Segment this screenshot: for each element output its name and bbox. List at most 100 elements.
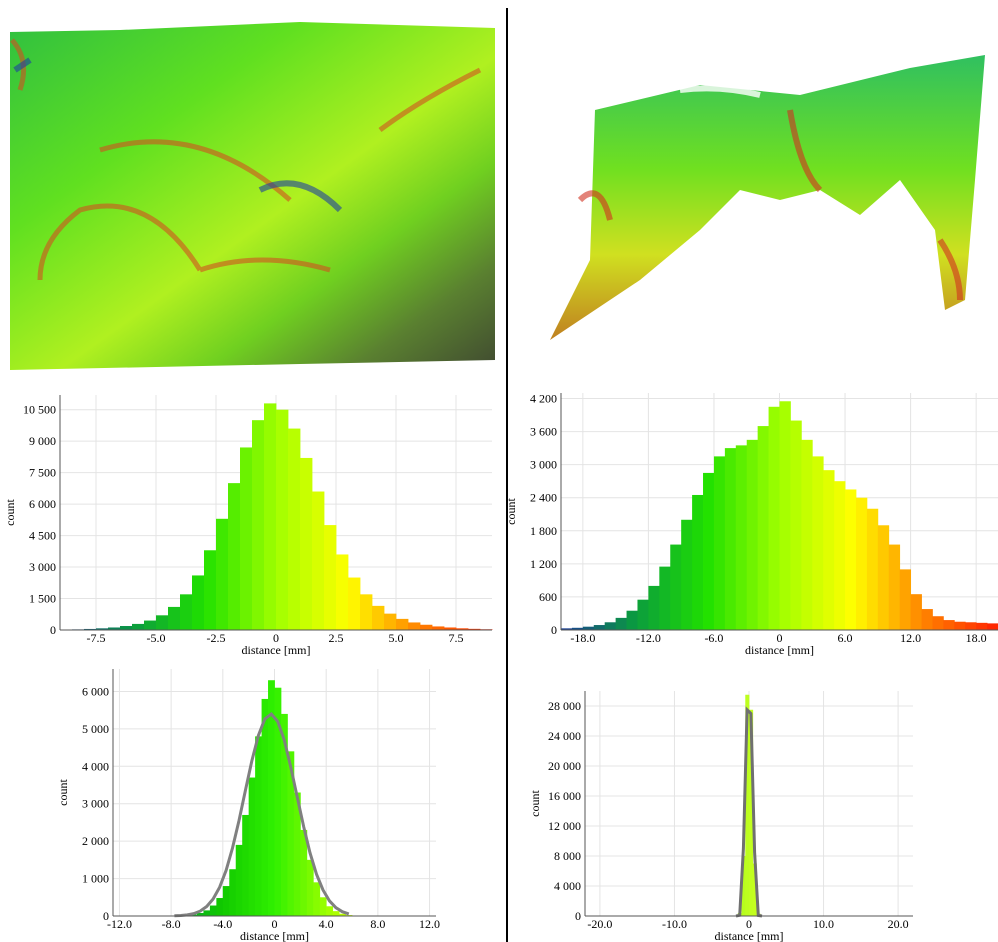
bar (594, 625, 605, 630)
bar (372, 606, 384, 630)
bar (223, 886, 230, 916)
bar (954, 622, 965, 630)
x-tick-label: 12.0 (419, 917, 440, 931)
bar (747, 440, 758, 630)
bar (180, 594, 192, 630)
bar (714, 456, 725, 630)
bar (856, 498, 867, 630)
bar (132, 624, 144, 630)
bar (758, 426, 769, 630)
y-tick-label: 7 500 (29, 466, 56, 480)
bar (192, 575, 204, 630)
bar (943, 620, 954, 630)
bar (769, 407, 780, 630)
bar (236, 845, 243, 916)
bar (432, 626, 444, 630)
x-tick-label: 6.0 (838, 631, 853, 645)
y-axis-label: count (528, 790, 542, 817)
bar (326, 906, 333, 916)
y-tick-label: 6 000 (82, 684, 109, 698)
y-tick-label: 16 000 (548, 789, 581, 803)
x-axis-label: distance [mm] (745, 643, 814, 657)
x-tick-label: 18.0 (966, 631, 987, 645)
bar (312, 492, 324, 630)
x-tick-label: -6.0 (704, 631, 723, 645)
x-tick-label: 10.0 (813, 917, 834, 931)
bar (736, 445, 747, 630)
bar (120, 626, 132, 630)
bar (324, 525, 336, 630)
bar (307, 860, 314, 916)
bar (216, 519, 228, 630)
bar (420, 625, 432, 630)
bar (659, 567, 670, 630)
x-tick-label: 20.0 (888, 917, 909, 931)
bar (333, 911, 340, 916)
bar (229, 869, 236, 916)
y-tick-label: 3 600 (530, 425, 557, 439)
bar (242, 815, 249, 916)
bar (845, 489, 856, 630)
y-tick-label: 10 500 (23, 403, 56, 417)
y-tick-label: 4 000 (554, 879, 581, 893)
bar (168, 607, 180, 630)
bar (812, 456, 823, 630)
bar (627, 611, 638, 630)
y-tick-label: 12 000 (548, 819, 581, 833)
y-tick-label: 4 200 (530, 392, 557, 406)
bar (408, 622, 420, 630)
y-tick-label: 1 500 (29, 592, 56, 606)
bar (262, 699, 269, 916)
bar (203, 910, 210, 916)
bar (801, 440, 812, 630)
bar (889, 545, 900, 630)
y-axis-label: count (3, 499, 17, 526)
bar (228, 483, 240, 630)
bar (823, 470, 834, 630)
x-tick-label: -18.0 (570, 631, 595, 645)
bar (252, 420, 264, 630)
x-tick-label: -20.0 (587, 917, 612, 931)
bar (210, 906, 217, 916)
bar (834, 481, 845, 630)
bar (264, 403, 276, 630)
y-tick-label: 3 000 (82, 797, 109, 811)
y-tick-label: 2 000 (82, 834, 109, 848)
bar (932, 616, 943, 630)
y-tick-label: 2 400 (530, 491, 557, 505)
x-axis-label: distance [mm] (242, 643, 311, 657)
y-tick-label: 24 000 (548, 729, 581, 743)
x-tick-label: 7.5 (449, 631, 464, 645)
x-tick-label: 12.0 (900, 631, 921, 645)
y-tick-label: 4 500 (29, 529, 56, 543)
bar (790, 421, 801, 630)
x-tick-label: 8.0 (370, 917, 385, 931)
bar (240, 447, 252, 630)
bar (216, 898, 223, 916)
y-tick-label: 5 000 (82, 722, 109, 736)
y-tick-label: 1 200 (530, 557, 557, 571)
histogram-chart: -12.0-8.0-4.004.08.012.001 0002 0003 000… (56, 669, 440, 942)
x-tick-label: -2.5 (207, 631, 226, 645)
x-tick-label: -12.0 (636, 631, 661, 645)
bar (780, 401, 791, 630)
bar (637, 600, 648, 630)
bar (867, 509, 878, 630)
bar (320, 897, 327, 916)
scan-surface (550, 55, 985, 340)
bar (144, 621, 156, 630)
bar (156, 615, 168, 630)
y-tick-label: 1 800 (530, 524, 557, 538)
bar (276, 410, 288, 630)
bar (703, 473, 714, 630)
bar (922, 609, 933, 630)
y-tick-label: 8 000 (554, 849, 581, 863)
bar (313, 882, 320, 916)
bar (396, 619, 408, 630)
bar (300, 458, 312, 630)
x-tick-label: 5.0 (389, 631, 404, 645)
right-scan (550, 55, 985, 340)
x-tick-label: 4.0 (319, 917, 334, 931)
bar (255, 736, 262, 916)
